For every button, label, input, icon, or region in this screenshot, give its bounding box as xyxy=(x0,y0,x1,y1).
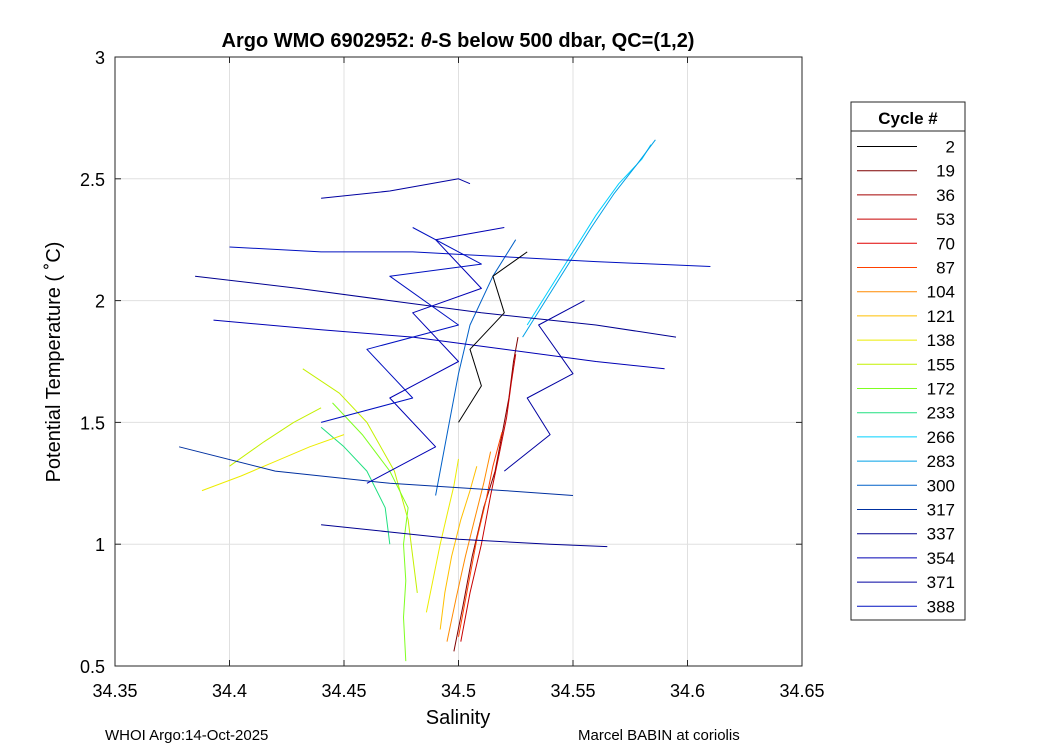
series-line xyxy=(522,139,656,338)
x-tick-label: 34.5 xyxy=(441,681,476,701)
series-line xyxy=(320,426,391,545)
legend-label: 354 xyxy=(927,549,955,568)
series-line xyxy=(201,434,345,492)
legend-label: 172 xyxy=(927,380,955,399)
title-prefix: Argo WMO 6902952: xyxy=(222,30,421,52)
series-line xyxy=(213,319,665,370)
series-line xyxy=(458,431,503,637)
series-line xyxy=(435,239,517,496)
y-tick-label: 1 xyxy=(95,535,105,555)
chart-title: Argo WMO 6902952: θ-S below 500 dbar, QC… xyxy=(222,30,695,52)
legend-items: 2 19 36 53 70 87 104 121 138 155 172 233 266 283 300 31… xyxy=(857,138,955,616)
y-tick-label: 0.5 xyxy=(80,657,105,677)
y-tick-label: 2 xyxy=(95,292,105,312)
x-tick-label: 34.65 xyxy=(779,681,824,701)
x-tick-label: 34.55 xyxy=(550,681,595,701)
y-tick-label: 2.5 xyxy=(80,170,105,190)
x-tick-label: 34.35 xyxy=(92,681,137,701)
legend-label: 121 xyxy=(927,307,955,326)
data-series xyxy=(178,139,711,662)
legend-label: 155 xyxy=(927,355,955,374)
series-line xyxy=(320,227,482,423)
x-axis-label: Salinity xyxy=(426,707,490,729)
legend-label: 53 xyxy=(936,210,955,229)
legend-label: 337 xyxy=(927,525,955,544)
series-line xyxy=(446,451,492,642)
legend-label: 371 xyxy=(927,573,955,592)
legend-label: 388 xyxy=(927,597,955,616)
series-line xyxy=(503,300,585,472)
legend-label: 233 xyxy=(927,404,955,423)
series-line xyxy=(229,407,322,467)
legend-title: Cycle # xyxy=(878,109,938,128)
series-line xyxy=(526,144,652,326)
series-line xyxy=(425,458,459,613)
footer-right: Marcel BABIN at coriolis xyxy=(578,727,740,744)
x-tick-label: 34.6 xyxy=(670,681,705,701)
series-line xyxy=(229,246,711,267)
series-line xyxy=(321,524,608,548)
series-line xyxy=(460,354,517,642)
title-theta: θ xyxy=(420,30,431,52)
series-line xyxy=(458,251,528,423)
legend-label: 19 xyxy=(936,162,955,181)
series-line xyxy=(366,227,505,484)
y-axis-label: Potential Temperature ( ˚C) xyxy=(43,242,65,483)
series-line xyxy=(178,446,574,496)
legend-label: 2 xyxy=(946,138,955,157)
legend-label: 317 xyxy=(927,501,955,520)
series-line xyxy=(195,275,677,338)
series-line xyxy=(302,368,418,593)
y-axis-ticks: 0.5 1 1.5 2 2.5 3 xyxy=(80,48,802,677)
series-line xyxy=(453,337,519,652)
legend-label: 104 xyxy=(927,283,955,302)
series-line xyxy=(439,466,478,630)
y-tick-label: 3 xyxy=(95,48,105,68)
x-tick-label: 34.4 xyxy=(212,681,247,701)
legend-label: 266 xyxy=(927,428,955,447)
legend-label: 138 xyxy=(927,331,955,350)
legend-label: 70 xyxy=(936,234,955,253)
series-line xyxy=(321,178,471,199)
x-axis-ticks: 34.35 34.4 34.45 34.5 34.55 34.6 34.65 xyxy=(92,57,825,701)
x-tick-label: 34.45 xyxy=(321,681,366,701)
title-suffix: -S below 500 dbar, QC=(1,2) xyxy=(432,30,695,52)
legend-label: 87 xyxy=(936,259,955,278)
legend-label: 36 xyxy=(936,186,955,205)
legend-label: 300 xyxy=(927,476,955,495)
series-line xyxy=(332,402,409,662)
legend-label: 283 xyxy=(927,452,955,471)
y-tick-label: 1.5 xyxy=(80,413,105,433)
legend: Cycle # 2 19 36 53 70 87 104 121 138 155 172 233 266… xyxy=(850,101,966,621)
footer-left: WHOI Argo:14-Oct-2025 xyxy=(105,727,268,744)
